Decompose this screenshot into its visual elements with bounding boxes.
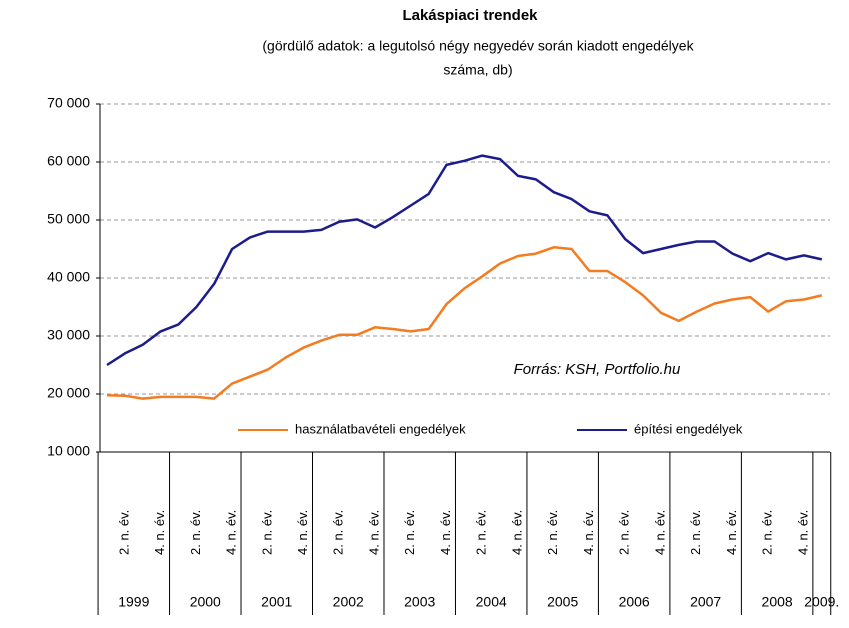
x-tick-label: 4. n. év. [152,510,167,555]
x-tick-label: 4. n. év. [724,510,739,555]
chart-title: Lakáspiaci trendek [402,7,538,24]
series-line [106,246,823,400]
x-tick-label: 2. n. év. [688,510,703,555]
year-label: 2003 [404,594,435,610]
y-tick-label: 10 000 [47,443,90,459]
x-tick-label: 2. n. év. [760,510,775,555]
x-tick-label: 4. n. év. [224,510,239,555]
x-tick-label: 2. n. év. [116,510,131,555]
legend-label: építési engedélyek [634,421,743,436]
x-tick-label: 2. n. év. [617,510,632,555]
year-label: 1999 [118,594,149,610]
year-label: 2009. [804,594,839,610]
y-tick-label: 70 000 [47,95,90,111]
x-tick-label: 2. n. év. [402,510,417,555]
x-tick-label: 2. n. év. [474,510,489,555]
annotation: Forrás: KSH, Portfolio.hu [514,361,681,378]
y-tick-label: 30 000 [47,327,90,343]
x-tick-label: 4. n. év. [509,510,524,555]
year-label: 2000 [190,594,221,610]
chart-subtitle: (gördülő adatok: a legutolsó négy negyed… [262,38,694,54]
year-label: 2002 [333,594,364,610]
y-tick-label: 50 000 [47,211,90,227]
x-tick-label: 4. n. év. [652,510,667,555]
series-line [106,154,823,367]
x-tick-label: 4. n. év. [366,510,381,555]
y-tick-label: 60 000 [47,153,90,169]
year-label: 2001 [261,594,292,610]
year-label: 2006 [619,594,650,610]
x-tick-label: 4. n. év. [581,510,596,555]
year-label: 2007 [690,594,721,610]
x-tick-label: 2. n. év. [331,510,346,555]
year-label: 2005 [547,594,578,610]
x-tick-label: 4. n. év. [295,510,310,555]
x-tick-label: 4. n. év. [438,510,453,555]
y-tick-label: 20 000 [47,385,90,401]
year-label: 2004 [476,594,507,610]
x-tick-label: 2. n. év. [188,510,203,555]
x-tick-label: 2. n. év. [545,510,560,555]
year-label: 2008 [762,594,793,610]
x-tick-label: 2. n. év. [259,510,274,555]
chart-subtitle: száma, db) [443,62,512,78]
x-tick-label: 4. n. év. [795,510,810,555]
legend-label: használatbavételi engedélyek [295,421,466,436]
y-tick-label: 40 000 [47,269,90,285]
